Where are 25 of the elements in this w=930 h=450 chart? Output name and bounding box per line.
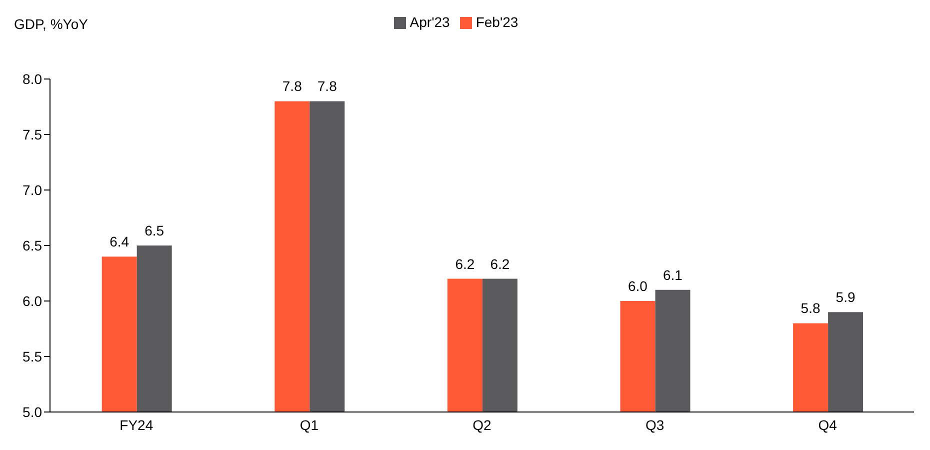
y-tick-label: 5.5 [22, 348, 42, 364]
y-tick-label: 7.0 [22, 182, 42, 198]
x-tick-label: Q1 [300, 416, 319, 433]
data-label: 6.0 [628, 278, 648, 294]
y-tick-label: 6.5 [22, 237, 42, 254]
data-label: 7.8 [282, 78, 302, 94]
legend-label: Apr'23 [410, 14, 450, 30]
y-tick-label: 5.0 [22, 404, 42, 420]
data-label: 6.4 [110, 234, 130, 250]
y-tick-label: 8.0 [22, 70, 42, 87]
data-label: 6.2 [490, 256, 510, 272]
x-tick-label: Q3 [645, 416, 664, 433]
legend-label: Feb'23 [476, 14, 518, 30]
data-label: 5.8 [800, 300, 820, 316]
x-tick-label: Q4 [818, 416, 838, 433]
y-tick-label: 6.0 [22, 292, 42, 309]
data-label: 7.8 [317, 78, 338, 94]
data-label: 6.2 [455, 256, 475, 272]
data-label: 6.5 [144, 222, 164, 238]
x-tick-label: Q2 [472, 416, 492, 433]
y-axis-title: GDP, %YoY [14, 16, 88, 32]
y-tick-label: 7.5 [22, 126, 42, 142]
x-tick-label: FY24 [120, 416, 154, 433]
data-label: 6.1 [663, 266, 683, 283]
data-label: 5.9 [836, 289, 856, 306]
